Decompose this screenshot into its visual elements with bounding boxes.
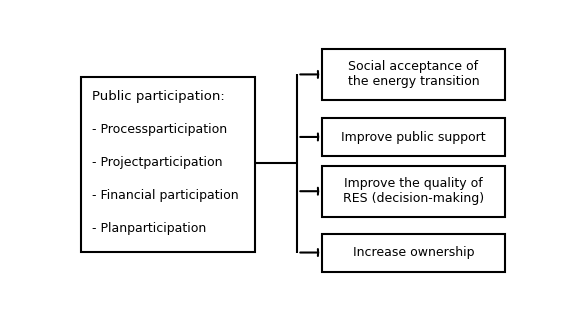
FancyBboxPatch shape	[322, 166, 505, 217]
FancyBboxPatch shape	[322, 49, 505, 100]
FancyBboxPatch shape	[81, 77, 255, 252]
Text: - Projectparticipation: - Projectparticipation	[92, 156, 222, 169]
Text: Social acceptance of
the energy transition: Social acceptance of the energy transiti…	[348, 60, 479, 88]
Text: - Processparticipation: - Processparticipation	[92, 123, 227, 136]
Text: - Financial participation: - Financial participation	[92, 189, 238, 202]
Text: Improve public support: Improve public support	[341, 131, 486, 143]
Text: - Planparticipation: - Planparticipation	[92, 222, 206, 234]
Text: Increase ownership: Increase ownership	[353, 246, 474, 259]
Text: Public participation:: Public participation:	[92, 90, 225, 103]
FancyBboxPatch shape	[322, 234, 505, 271]
FancyBboxPatch shape	[322, 118, 505, 156]
Text: Improve the quality of
RES (decision-making): Improve the quality of RES (decision-mak…	[343, 177, 484, 205]
